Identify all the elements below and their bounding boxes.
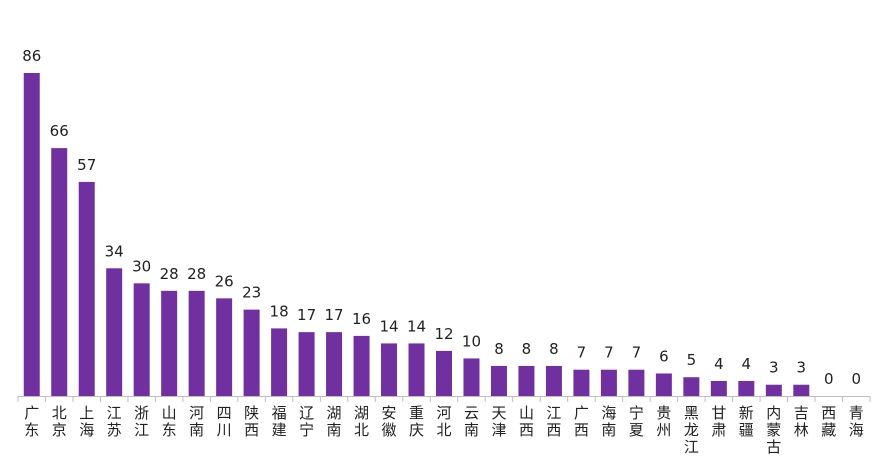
bar-value-label: 4 — [714, 355, 724, 373]
bar-value-label: 8 — [522, 340, 532, 358]
bar-25 — [710, 380, 727, 396]
category-label: 山东 — [162, 404, 177, 439]
bar-3 — [106, 268, 123, 396]
bar-value-label: 8 — [549, 340, 559, 358]
bar-value-label: 18 — [270, 302, 289, 320]
bar-16 — [463, 358, 480, 396]
bar-value-label: 7 — [632, 344, 642, 362]
bar-value-label: 28 — [187, 265, 206, 283]
bar-value-label: 0 — [851, 370, 861, 388]
bar-value-label: 0 — [824, 370, 834, 388]
bar-value-label: 28 — [160, 265, 179, 283]
bar-15 — [436, 350, 452, 396]
category-label: 海南 — [601, 404, 616, 439]
category-label: 内蒙古 — [766, 404, 781, 456]
bar-27 — [765, 384, 782, 396]
bar-value-label: 14 — [379, 317, 398, 335]
bar-value-label: 26 — [215, 272, 234, 290]
category-label: 宁夏 — [629, 404, 644, 439]
bar-10 — [298, 332, 315, 396]
bar-value-label: 7 — [577, 344, 587, 362]
bar-1 — [51, 148, 68, 396]
bar-value-label: 12 — [434, 325, 453, 343]
category-label: 天津 — [491, 404, 506, 439]
bar-20 — [573, 369, 590, 396]
bar-value-label: 17 — [325, 306, 344, 324]
x-axis-ticks — [17, 396, 871, 402]
bar-value-label: 66 — [50, 122, 69, 140]
category-label: 黑龙江 — [684, 404, 699, 456]
category-label: 辽宁 — [299, 404, 314, 439]
bar-22 — [628, 369, 645, 396]
bar-value-label: 4 — [742, 355, 752, 373]
bar-value-label: 17 — [297, 306, 316, 324]
bar-11 — [326, 332, 343, 396]
bar-14 — [408, 343, 425, 396]
bar-7 — [216, 298, 233, 396]
bar-28 — [793, 384, 810, 396]
bar-0 — [23, 73, 40, 396]
bar-value-label: 23 — [242, 284, 261, 302]
bar-6 — [188, 290, 205, 396]
category-label: 北京 — [52, 404, 67, 439]
bar-2 — [78, 181, 95, 396]
bar-12 — [353, 335, 370, 396]
category-label: 江苏 — [107, 404, 122, 439]
category-label: 河南 — [189, 404, 204, 439]
bar-21 — [600, 369, 617, 396]
bar-value-label: 34 — [105, 242, 124, 260]
category-label: 贵州 — [656, 404, 671, 439]
bar-26 — [738, 380, 755, 396]
bar-13 — [381, 343, 398, 396]
bars-group — [23, 73, 810, 396]
bar-value-label: 5 — [687, 351, 697, 369]
bar-value-label: 14 — [407, 317, 426, 335]
category-label: 四川 — [217, 404, 232, 439]
category-label: 江西 — [546, 404, 561, 439]
bar-value-label: 3 — [797, 359, 807, 377]
bar-17 — [490, 365, 507, 396]
category-label: 吉林 — [794, 404, 809, 439]
category-label: 云南 — [464, 404, 479, 439]
category-label: 重庆 — [409, 404, 424, 439]
bar-value-label: 57 — [77, 156, 96, 174]
category-label: 安徽 — [382, 404, 397, 439]
category-label: 广东 — [24, 404, 39, 439]
category-label: 福建 — [272, 404, 287, 439]
category-label: 湖北 — [354, 404, 369, 439]
category-label: 新疆 — [739, 404, 754, 439]
bar-value-label: 8 — [494, 340, 504, 358]
bar-24 — [683, 377, 700, 396]
bar-23 — [655, 373, 672, 396]
bar-value-label: 3 — [769, 359, 779, 377]
bar-8 — [243, 309, 260, 396]
category-label: 浙江 — [134, 404, 149, 439]
bar-value-label: 16 — [352, 310, 371, 328]
bar-19 — [545, 365, 562, 396]
category-label: 青海 — [849, 404, 864, 439]
bar-18 — [518, 365, 535, 396]
category-label: 河北 — [436, 404, 451, 439]
bar-value-label: 7 — [604, 344, 614, 362]
category-label: 广西 — [574, 404, 589, 439]
bar-4 — [133, 283, 150, 396]
category-label: 上海 — [79, 404, 94, 439]
category-label: 西藏 — [821, 404, 836, 439]
bar-value-label: 30 — [132, 257, 151, 275]
bar-9 — [271, 328, 288, 396]
bar-value-label: 86 — [22, 47, 41, 65]
category-label: 陕西 — [244, 404, 259, 439]
bar-value-label: 6 — [659, 347, 669, 365]
bar-5 — [161, 290, 178, 396]
bar-value-label: 10 — [462, 332, 481, 350]
category-label: 甘肃 — [711, 404, 726, 439]
category-label: 山西 — [519, 404, 534, 439]
category-label: 湖南 — [327, 404, 342, 439]
category-labels-group: 广东北京上海江苏浙江山东河南四川陕西福建辽宁湖南湖北安徽重庆河北云南天津山西江西… — [24, 404, 864, 456]
